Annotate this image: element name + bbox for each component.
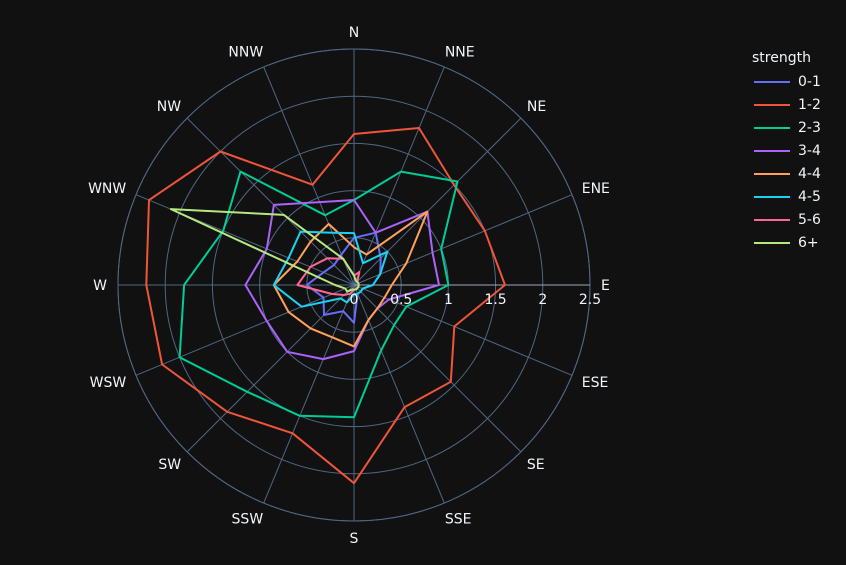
legend-item[interactable]: 3-4 bbox=[752, 141, 821, 161]
legend-item[interactable]: 4-5 bbox=[752, 187, 821, 207]
direction-label: NNE bbox=[445, 44, 475, 60]
direction-label: ENE bbox=[582, 181, 610, 197]
grid-spoke bbox=[353, 117, 522, 286]
direction-label: S bbox=[350, 531, 359, 547]
direction-label: ESE bbox=[582, 375, 609, 391]
direction-label: NW bbox=[157, 99, 181, 115]
legend-label: 5-6 bbox=[798, 212, 821, 228]
series-layer bbox=[145, 127, 506, 485]
radial-tick-label: 0.5 bbox=[390, 292, 412, 308]
radial-tick-label: 0 bbox=[350, 292, 359, 308]
radial-tick-label: 2 bbox=[538, 292, 547, 308]
label-layer: N NNE NE ENE E ESE SE SSE S SSW SW WSW W WNW NW NNW 0 0.5… bbox=[88, 25, 610, 547]
grid-spoke bbox=[263, 284, 355, 504]
legend-title: strength bbox=[752, 50, 811, 66]
series-line-4-4 bbox=[272, 210, 429, 348]
legend-swatch bbox=[754, 150, 790, 152]
legend-swatch bbox=[754, 219, 790, 221]
radial-tick-label: 1.5 bbox=[484, 292, 506, 308]
legend-item[interactable]: 4-4 bbox=[752, 164, 821, 184]
direction-label: E bbox=[601, 278, 610, 294]
legend: strength 0-1 1-2 2-3 3-4 4-4 4-5 5-6 6+ bbox=[752, 48, 821, 256]
series-line-2-3 bbox=[178, 170, 459, 419]
legend-label: 6+ bbox=[798, 235, 819, 251]
direction-label: SSE bbox=[445, 512, 472, 528]
direction-label: SE bbox=[527, 457, 545, 473]
legend-item[interactable]: 1-2 bbox=[752, 95, 821, 115]
direction-label: N bbox=[349, 25, 359, 41]
legend-swatch bbox=[754, 196, 790, 198]
direction-label: WSW bbox=[90, 375, 127, 391]
legend-label: 2-3 bbox=[798, 120, 821, 136]
grid-spoke bbox=[186, 117, 355, 286]
legend-swatch bbox=[754, 104, 790, 106]
legend-swatch bbox=[754, 242, 790, 244]
radial-tick-label: 1 bbox=[444, 292, 453, 308]
grid-spoke bbox=[353, 284, 522, 453]
grid-spoke bbox=[135, 194, 355, 286]
legend-swatch bbox=[754, 127, 790, 129]
series-line-6+ bbox=[169, 208, 360, 293]
grid-spoke bbox=[186, 284, 355, 453]
direction-label: SSW bbox=[232, 512, 264, 528]
legend-item[interactable]: 0-1 bbox=[752, 72, 821, 92]
legend-label: 0-1 bbox=[798, 74, 821, 90]
series-line-1-2 bbox=[145, 127, 506, 485]
series-line-3-4 bbox=[244, 199, 440, 361]
legend-swatch bbox=[754, 81, 790, 83]
polar-grid bbox=[117, 48, 591, 522]
grid-spoke bbox=[353, 66, 445, 286]
grid-spoke bbox=[263, 66, 355, 286]
legend-item[interactable]: 5-6 bbox=[752, 210, 821, 230]
series-line-0-1 bbox=[305, 231, 382, 324]
grid-spoke bbox=[353, 284, 445, 504]
legend-item[interactable]: 6+ bbox=[752, 233, 821, 253]
legend-swatch bbox=[754, 173, 790, 175]
legend-label: 3-4 bbox=[798, 143, 821, 159]
direction-label: WNW bbox=[88, 181, 126, 197]
grid-spoke bbox=[353, 194, 573, 286]
direction-label: SW bbox=[158, 457, 181, 473]
grid-spoke bbox=[135, 284, 355, 376]
direction-label: NE bbox=[527, 99, 546, 115]
direction-label: NNW bbox=[228, 44, 263, 60]
legend-item[interactable]: 2-3 bbox=[752, 118, 821, 138]
legend-label: 4-4 bbox=[798, 166, 821, 182]
radial-tick-label: 2.5 bbox=[579, 292, 601, 308]
legend-label: 4-5 bbox=[798, 189, 821, 205]
series-line-4-5 bbox=[272, 230, 389, 308]
legend-label: 1-2 bbox=[798, 97, 821, 113]
direction-label: W bbox=[93, 278, 107, 294]
